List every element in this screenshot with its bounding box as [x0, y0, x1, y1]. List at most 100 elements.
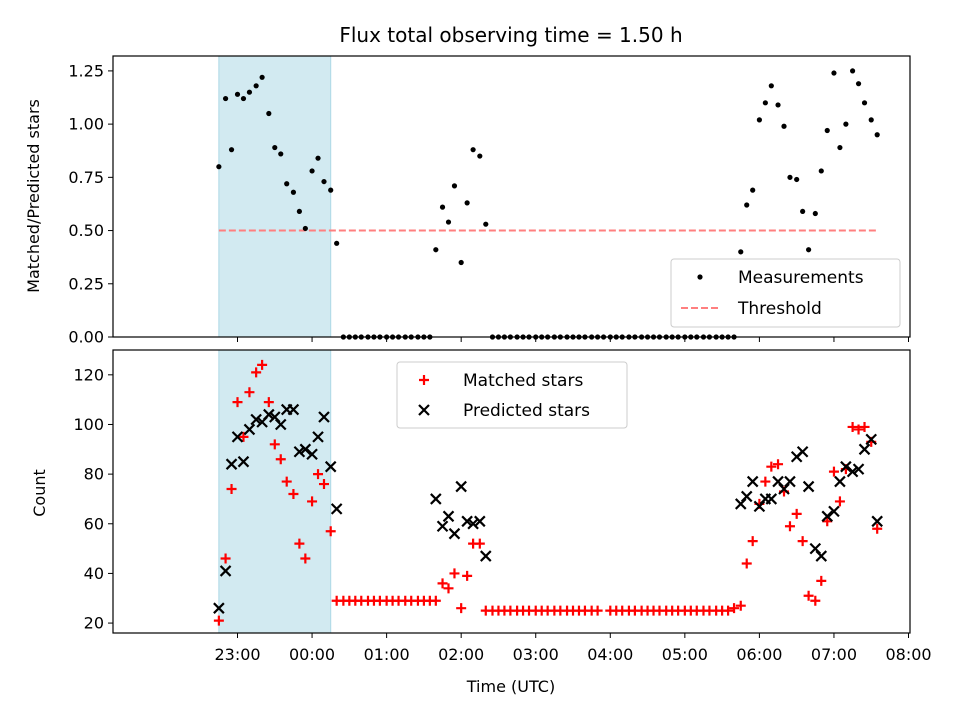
predicted-star-point [430, 493, 442, 505]
measurement-point [744, 202, 750, 208]
predicted-star-point [746, 475, 759, 488]
predicted-star-point [231, 431, 244, 443]
measurement-point [483, 221, 489, 227]
measurement-point [290, 189, 297, 195]
predicted-star-point [225, 458, 238, 470]
matched-star-point [859, 421, 870, 432]
y-tick-label: 120 [73, 365, 104, 384]
measurement-point [272, 144, 278, 151]
measurement-point [843, 121, 849, 127]
y-tick-label: 1.25 [68, 61, 104, 80]
measurement-point [266, 110, 272, 117]
measurement-point [433, 247, 439, 253]
predicted-star-point [467, 517, 479, 530]
predicted-star-point [865, 433, 878, 446]
matched-star-point [474, 538, 485, 549]
predicted-star-point [293, 446, 306, 458]
measurement-point [800, 208, 806, 215]
measurement-point [278, 151, 284, 157]
measurement-point [794, 176, 800, 183]
matched-star-point [592, 605, 603, 616]
matched-star-point [741, 558, 752, 569]
measurement-point [222, 95, 229, 102]
matched-star-point [238, 431, 249, 442]
legend-matched-marker [419, 375, 429, 385]
measurement-point [315, 155, 321, 161]
predicted-star-point [834, 475, 846, 488]
legend-box [396, 361, 628, 429]
predicted-star-point [852, 463, 865, 475]
matched-star-point [847, 421, 858, 432]
legend: Matched stars Predicted stars [396, 361, 628, 429]
predicted-star-point [213, 602, 225, 614]
matched-star-point [288, 488, 299, 499]
x-tick-label: 00:00 [289, 645, 335, 664]
matched-star-point [232, 397, 243, 408]
x-axis-label: Time (UTC) [466, 677, 555, 696]
predicted-star-point [455, 480, 467, 493]
measurement-point [781, 123, 787, 129]
predicted-star-point [442, 510, 455, 523]
matched-star-point [766, 461, 777, 472]
matched-star-point [437, 578, 448, 589]
measurement-point [296, 208, 302, 215]
predicted-star-point [871, 515, 883, 528]
matched-star-point [828, 466, 839, 477]
predicted-star-point [461, 515, 473, 528]
y-tick-label: 0.75 [68, 168, 104, 187]
matched-star-point [797, 536, 808, 547]
measurement-point [831, 70, 837, 76]
matched-star-point [281, 476, 292, 487]
predicted-star-point [858, 443, 871, 456]
measurement-point [470, 147, 476, 153]
matched-star-point [318, 479, 329, 490]
measurement-point [775, 102, 781, 108]
measurement-point [861, 100, 868, 106]
measurement-point [756, 117, 762, 123]
measurement-point [240, 95, 247, 102]
legend-predicted-label: Predicted stars [463, 401, 590, 421]
measurement-point [309, 168, 315, 174]
x-tick-label: 08:00 [885, 645, 931, 664]
y-tick-label: 100 [73, 415, 104, 434]
measurement-point [818, 168, 824, 174]
matched-star-point [449, 568, 460, 579]
predicted-star-point [802, 480, 815, 493]
measurement-point [477, 153, 483, 159]
x-tick-label: 04:00 [587, 645, 633, 664]
matched-star-point [220, 553, 231, 564]
matched-star-point [773, 459, 784, 470]
predicted-star-point [765, 493, 778, 505]
y-tick-label: 0.50 [68, 221, 104, 240]
matched-star-point [872, 523, 883, 534]
predicted-star-point [237, 455, 250, 468]
matched-star-point [263, 397, 274, 408]
measurement-point [806, 247, 812, 253]
legend-matched-label: Matched stars [463, 371, 583, 391]
bottom-panel: 20 40 60 80 100 120 23:00 00:00 01:00 02:00 03:00 0… [73, 349, 932, 664]
measurement-point [750, 187, 756, 193]
measurement-point [849, 68, 856, 74]
chart-title: Flux total observing time = 1.50 h [339, 23, 682, 47]
predicted-star-point [330, 503, 343, 515]
x-tick-label: 01:00 [364, 645, 410, 664]
matched-star-point [791, 508, 802, 519]
matched-star-point [300, 553, 311, 564]
matched-star-point [275, 454, 286, 465]
matched-star-point [822, 516, 833, 527]
measurement-point [328, 187, 334, 193]
matched-star-point [213, 615, 224, 626]
predicted-star-point [821, 510, 834, 523]
measurement-point [302, 225, 308, 232]
bottom-y-axis-label: Count [30, 469, 49, 517]
measurement-point [874, 132, 880, 138]
shaded-region [218, 349, 332, 634]
matched-star-point [269, 439, 280, 450]
predicted-star-point [274, 418, 287, 431]
matched-star-point [853, 424, 864, 435]
predicted-star-point [243, 423, 256, 436]
measurement-point [868, 117, 874, 123]
measurement-point [458, 259, 464, 266]
measurement-point [837, 144, 843, 151]
